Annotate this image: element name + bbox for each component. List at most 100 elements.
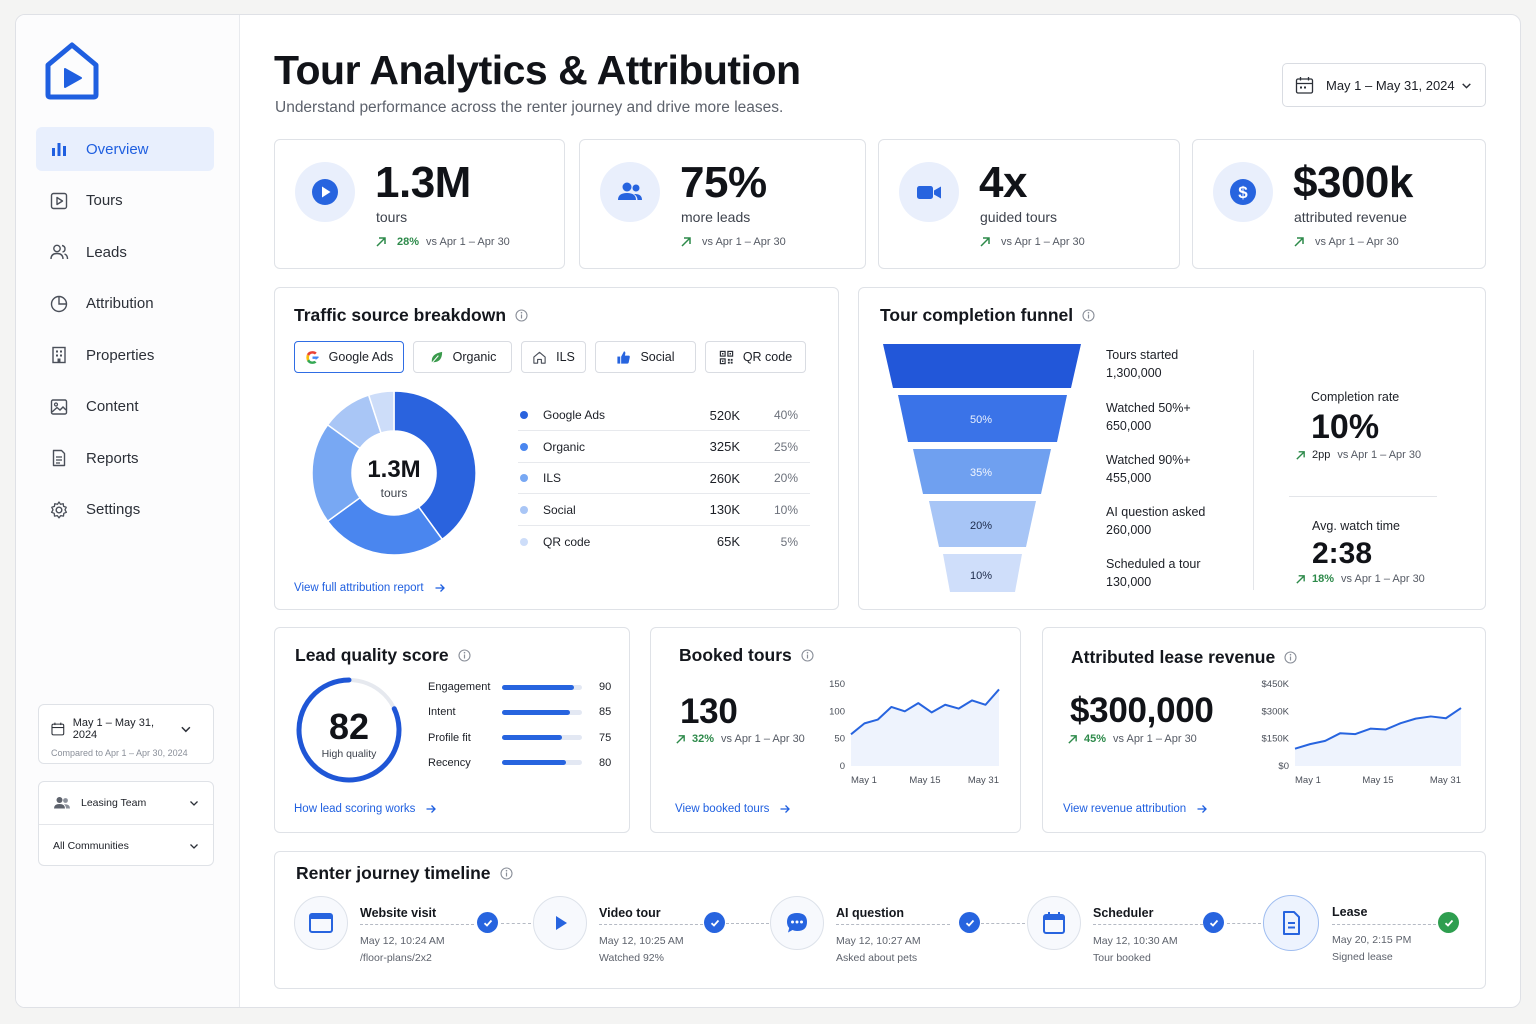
sidebar-filters: Leasing Team All Communities bbox=[38, 781, 214, 866]
funnel-stage-label: Scheduled a tour 130,000 bbox=[1106, 555, 1201, 591]
sidebar-item-reports[interactable]: Reports bbox=[36, 436, 214, 480]
sidebar-item-settings[interactable]: Settings bbox=[36, 488, 214, 532]
card-title: Attributed lease revenue bbox=[1071, 647, 1297, 668]
info-icon[interactable] bbox=[499, 867, 513, 880]
view-revenue-attribution-link[interactable]: View revenue attribution bbox=[1063, 803, 1208, 815]
sidebar-date-filter[interactable]: May 1 – May 31, 2024 Compared to Apr 1 –… bbox=[38, 704, 214, 764]
traffic-legend-row[interactable]: Social 130K 10% bbox=[518, 495, 810, 526]
donut-slice-organic[interactable] bbox=[326, 496, 444, 556]
chip-ils[interactable]: ILS bbox=[521, 341, 586, 373]
sidebar-item-attribution[interactable]: Attribution bbox=[36, 282, 214, 326]
view-attribution-report-link[interactable]: View full attribution report bbox=[294, 582, 446, 594]
info-icon[interactable] bbox=[1284, 651, 1297, 664]
factor-label: Engagement bbox=[428, 681, 491, 693]
arrow-up-right-icon bbox=[1294, 237, 1304, 247]
stat-value: 2:38 bbox=[1312, 537, 1373, 570]
timeline-step-ai-question[interactable]: AI question May 12, 10:27 AM Asked about … bbox=[770, 896, 980, 966]
chevron-down-icon bbox=[190, 843, 198, 849]
lead-scoring-link[interactable]: How lead scoring works bbox=[294, 803, 437, 815]
sidebar-item-label: Reports bbox=[86, 449, 139, 467]
kpi-card-revenue[interactable]: $ $300k attributed revenue vs Apr 1 – Ap… bbox=[1192, 139, 1486, 269]
lead-quality-card: Lead quality score 82 High quality Engag… bbox=[274, 627, 630, 833]
sidebar-date-label: May 1 – May 31, 2024 bbox=[72, 717, 155, 741]
legend-source: Google Ads bbox=[543, 408, 606, 422]
home-play-logo-icon[interactable] bbox=[44, 41, 100, 101]
kpi-value: 1.3M bbox=[375, 158, 471, 207]
factor-fill bbox=[502, 709, 570, 715]
legend-percent: 25% bbox=[773, 439, 798, 454]
document-icon bbox=[52, 449, 66, 467]
info-icon[interactable] bbox=[1082, 309, 1095, 322]
timeline-step-scheduler[interactable]: Scheduler May 12, 10:30 AM Tour booked bbox=[1027, 896, 1227, 966]
chip-google-ads[interactable]: Google Ads bbox=[294, 341, 404, 373]
check-icon bbox=[704, 912, 725, 933]
team-filter[interactable]: Leasing Team bbox=[39, 782, 213, 824]
info-icon[interactable] bbox=[458, 649, 471, 662]
completion-rate-stat: Completion rate 10% 2pp vs Apr 1 – Apr 3… bbox=[1296, 390, 1421, 461]
step-title: Lease bbox=[1332, 905, 1368, 919]
info-icon[interactable] bbox=[515, 309, 528, 322]
stat-value: 10% bbox=[1311, 408, 1380, 446]
kpi-card-leads[interactable]: 75% more leads vs Apr 1 – Apr 30 bbox=[579, 139, 866, 269]
funnel-stage-2 bbox=[898, 395, 1067, 442]
funnel-stage-label: Watched 90%+ 455,000 bbox=[1106, 451, 1191, 487]
sidebar-item-properties[interactable]: Properties bbox=[36, 333, 214, 377]
timeline-step-website-visit[interactable]: Website visit May 12, 10:24 AM/floor-pla… bbox=[294, 896, 500, 966]
lead-score-gauge bbox=[296, 677, 402, 783]
page-title: Tour Analytics & Attribution bbox=[274, 47, 801, 93]
info-icon[interactable] bbox=[801, 649, 814, 662]
factor-label: Profile fit bbox=[428, 731, 471, 744]
timeline-connector bbox=[981, 923, 1025, 924]
donut-center-label: tours bbox=[380, 486, 408, 500]
sidebar-item-tours[interactable]: Tours bbox=[36, 179, 214, 223]
community-filter[interactable]: All Communities bbox=[39, 824, 213, 866]
arrow-up-right-icon bbox=[681, 237, 691, 247]
view-booked-tours-link[interactable]: View booked tours bbox=[675, 803, 791, 815]
arrow-up-right-icon bbox=[1068, 734, 1077, 744]
donut-slice-google-ads[interactable] bbox=[393, 390, 477, 541]
card-title: Booked tours bbox=[679, 645, 814, 666]
step-icon-ring bbox=[1027, 896, 1081, 950]
timeline-step-lease[interactable]: Lease May 20, 2:15 PM Signed lease bbox=[1263, 895, 1463, 965]
step-detail: Signed lease bbox=[1332, 951, 1393, 963]
lead-score-value: 82 bbox=[328, 706, 370, 747]
sidebar-item-overview[interactable]: Overview bbox=[36, 127, 214, 171]
card-title: Tour completion funnel bbox=[880, 305, 1095, 326]
sidebar-item-leads[interactable]: Leads bbox=[36, 230, 214, 274]
arrow-right-icon bbox=[426, 805, 437, 813]
stat-change: 2pp bbox=[1312, 449, 1331, 461]
step-divider bbox=[836, 924, 950, 925]
traffic-title-text: Traffic source breakdown bbox=[294, 305, 507, 325]
traffic-legend-row[interactable]: Organic 325K 25% bbox=[518, 432, 810, 463]
leaf-icon bbox=[431, 351, 442, 363]
svg-text:$: $ bbox=[1238, 183, 1248, 202]
traffic-legend-row[interactable]: ILS 260K 20% bbox=[518, 463, 810, 494]
kpi-compare-text: vs Apr 1 – Apr 30 bbox=[702, 236, 786, 248]
stage-name: Watched 50%+ bbox=[1106, 401, 1191, 415]
factor-value: 75 bbox=[599, 731, 612, 744]
kpi-card-guided-tours[interactable]: 4x guided tours vs Apr 1 – Apr 30 bbox=[878, 139, 1180, 269]
step-title: Video tour bbox=[599, 906, 661, 920]
legend-dot bbox=[520, 411, 528, 419]
sidebar-item-content[interactable]: Content bbox=[36, 385, 214, 429]
chip-organic[interactable]: Organic bbox=[413, 341, 512, 373]
timeline-connector bbox=[726, 923, 769, 924]
revenue-title-text: Attributed lease revenue bbox=[1071, 647, 1276, 667]
donut-slice-qr-code[interactable] bbox=[367, 390, 395, 435]
traffic-legend-row[interactable]: QR code 65K 5% bbox=[518, 526, 810, 557]
factor-track bbox=[502, 735, 582, 741]
date-range-picker[interactable]: May 1 – May 31, 2024 bbox=[1282, 63, 1486, 107]
traffic-legend-row[interactable]: Google Ads 520K 40% bbox=[518, 400, 810, 431]
sidebar-item-label: Leads bbox=[86, 243, 127, 261]
kpi-card-tours[interactable]: 1.3M tours 28% vs Apr 1 – Apr 30 bbox=[274, 139, 565, 269]
timeline-step-video-tour[interactable]: Video tour May 12, 10:25 AM Watched 92% bbox=[533, 896, 725, 966]
chip-label: Organic bbox=[452, 350, 497, 364]
team-filter-label: Leasing Team bbox=[81, 797, 147, 809]
step-divider bbox=[599, 924, 703, 925]
step-title: Website visit bbox=[360, 906, 437, 920]
chip-social[interactable]: Social bbox=[595, 341, 696, 373]
stat-comparison: 2pp vs Apr 1 – Apr 30 bbox=[1295, 449, 1421, 461]
legend-dot bbox=[520, 537, 528, 546]
chip-qr-code[interactable]: QR code bbox=[705, 341, 806, 373]
factor-fill bbox=[502, 760, 566, 766]
